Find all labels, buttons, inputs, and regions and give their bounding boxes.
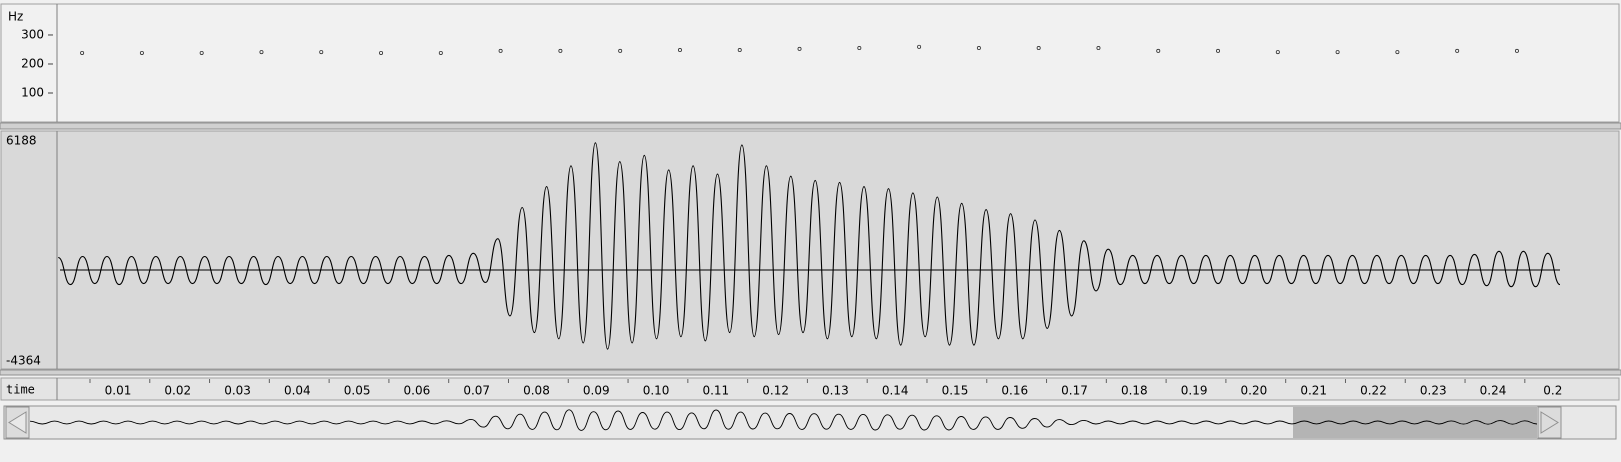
x-tick-label: 0.24 [1480,384,1507,398]
pitch-point [618,48,623,53]
x-tick-label: 0.04 [284,384,311,398]
pitch-point [139,50,144,55]
waveform-panel [0,130,1620,370]
pitch-point [1335,50,1340,55]
overview-waveform [29,409,1538,431]
y-tick-label: 200 [21,56,44,70]
y-max-label: 6188 [6,134,37,148]
waveform [57,142,1561,350]
pitch-point [498,48,503,53]
pitch-point [677,48,682,53]
x-tick-label: 0.14 [882,384,909,398]
x-tick-label: 0.09 [583,384,610,398]
y-tick-label: 100 [21,85,44,99]
y-tick-label: 300 [21,27,44,41]
time-label: time [6,383,35,397]
x-tick-label: 0.02 [164,384,191,398]
x-tick-label: 0.08 [523,384,550,398]
x-tick-label: 0.12 [762,384,789,398]
splitter[interactable] [0,122,1621,130]
x-tick-label: 0.22 [1360,384,1387,398]
x-tick-label: 0.23 [1420,384,1447,398]
scroll-right-button[interactable] [1537,406,1562,439]
time-bar [0,377,1620,401]
pitch-panel [0,3,1620,123]
x-tick-label: 0.17 [1061,384,1088,398]
pitch-point [1096,46,1101,51]
pitch-point [917,44,922,49]
y-min-label: -4364 [6,354,41,368]
pitch-point [438,50,443,55]
pitch-point [319,50,324,55]
pitch-point [259,50,264,55]
x-tick-label: 0.05 [344,384,371,398]
x-tick-label: 0.07 [463,384,490,398]
x-tick-label: 0.01 [105,384,132,398]
pitch-point [737,48,742,53]
x-tick-label: 0.06 [404,384,431,398]
x-tick-label: 0.13 [822,384,849,398]
pitch-point [857,46,862,51]
x-tick-label: 0.21 [1300,384,1327,398]
x-tick-label: 0.03 [224,384,251,398]
pitch-point [379,50,384,55]
overview-selection[interactable] [1293,407,1537,438]
pitch-point [1156,48,1161,53]
x-tick-label: 0.20 [1241,384,1268,398]
x-tick-label: 0.15 [942,384,969,398]
pitch-point [1216,48,1221,53]
pitch-point [1514,48,1519,53]
x-tick-label: 0.2 [1543,384,1562,398]
pitch-point [80,50,85,55]
pitch-point [797,46,802,51]
pitch-point [1455,48,1460,53]
splitter[interactable] [0,369,1621,376]
pitch-unit: Hz [8,10,23,24]
x-tick-label: 0.10 [643,384,670,398]
pitch-point [199,50,204,55]
pitch-point [1036,46,1041,51]
scroll-left-button[interactable] [5,406,30,439]
x-tick-label: 0.18 [1121,384,1148,398]
pitch-point [976,46,981,51]
x-tick-label: 0.19 [1181,384,1208,398]
pitch-point [1275,50,1280,55]
pitch-point [558,48,563,53]
pitch-point [1395,50,1400,55]
x-tick-label: 0.16 [1001,384,1028,398]
x-tick-label: 0.11 [702,384,729,398]
